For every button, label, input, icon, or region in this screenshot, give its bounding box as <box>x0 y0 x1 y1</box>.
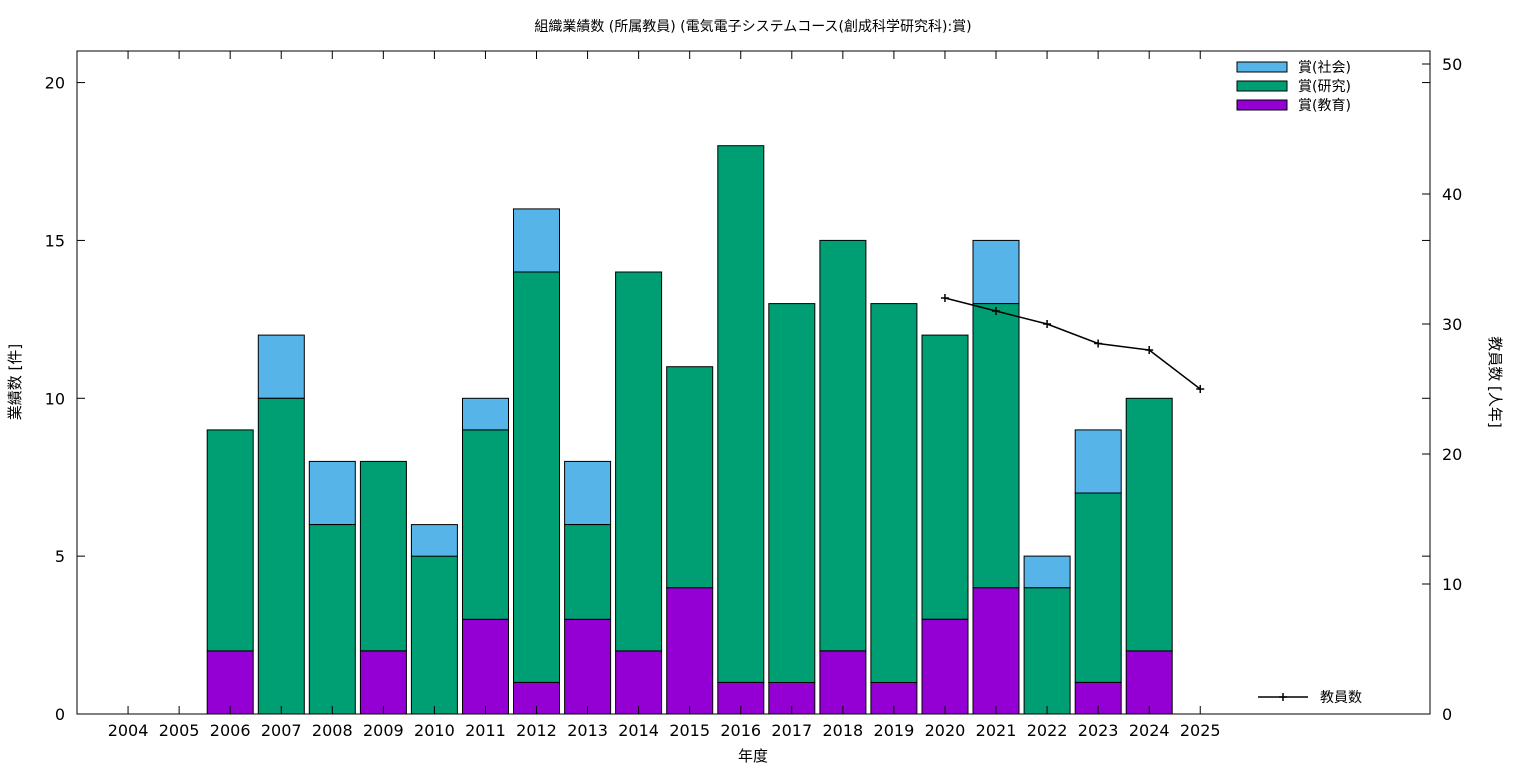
bar-2012-series-2 <box>513 208 560 273</box>
y2-tick-label: 10 <box>1442 575 1462 594</box>
bar-2006-series-0 <box>206 650 254 715</box>
y-tick-label: 0 <box>55 705 65 724</box>
bar-2008-series-1 <box>308 524 356 715</box>
line-legend-point <box>1279 693 1287 701</box>
x-tick-label: 2008 <box>312 721 353 740</box>
bar-2010-series-2 <box>410 524 458 557</box>
bar-2007-series-1 <box>257 397 305 715</box>
bar-2009-series-0 <box>359 650 407 715</box>
y2-tick-label: 20 <box>1442 445 1462 464</box>
y-tick-label: 5 <box>55 547 65 566</box>
line-legend-label: 教員数 <box>1320 690 1362 706</box>
line-legend: 教員数 <box>1258 690 1362 706</box>
x-tick-label: 2012 <box>516 721 557 740</box>
bar-2013-series-2 <box>564 460 612 525</box>
y2-tick-label: 0 <box>1442 705 1452 724</box>
bar-2014-series-0 <box>615 650 663 715</box>
bar-2013-series-0 <box>564 618 612 715</box>
bar-2006-series-1 <box>206 429 254 652</box>
x-tick-label: 2007 <box>261 721 302 740</box>
bar-2020-series-1 <box>921 334 969 620</box>
y2-axis: 0 10 20 30 40 50 <box>1422 55 1462 724</box>
line-point <box>1145 346 1154 354</box>
bar-2022-series-1 <box>1023 587 1071 715</box>
x-tick-label: 2016 <box>720 721 761 740</box>
y-tick-label: 10 <box>45 389 65 408</box>
bar-2021-series-0 <box>972 587 1020 715</box>
x-tick-label: 2018 <box>822 721 863 740</box>
bar-2011-series-0 <box>462 618 509 715</box>
bar-2015-series-0 <box>666 587 714 715</box>
bar-2017-series-1 <box>768 303 816 683</box>
bar-2009-series-1 <box>359 460 407 652</box>
x-tick-label: 2019 <box>874 721 915 740</box>
bar-2023-series-2 <box>1074 429 1122 494</box>
line-point <box>1094 339 1103 348</box>
bar-2016-series-1 <box>717 145 765 683</box>
x-tick-label: 2005 <box>159 721 200 740</box>
bar-2020-series-0 <box>921 618 969 715</box>
bar-2024-series-1 <box>1125 397 1173 652</box>
legend-label: 賞(教育) <box>1298 98 1351 114</box>
x-axis-label: 年度 <box>738 747 768 765</box>
y2-axis-label: 教員数 [人年] <box>1486 336 1504 427</box>
bar-2010-series-1 <box>410 555 458 715</box>
y-tick-label: 15 <box>45 231 65 250</box>
bar-2021-series-1 <box>972 303 1020 589</box>
bar-2021-series-2 <box>972 239 1020 304</box>
x-tick-label: 2020 <box>925 721 966 740</box>
y-axis-label: 業績数 [件] <box>6 344 24 420</box>
bar-2019-series-1 <box>870 303 918 683</box>
line-point <box>1196 385 1205 393</box>
x-tick-label: 2011 <box>465 721 506 740</box>
bar-2014-series-1 <box>615 271 663 652</box>
x-tick-label: 2004 <box>108 721 149 740</box>
x-tick-label: 2014 <box>618 721 659 740</box>
bar-2023-series-1 <box>1074 492 1122 683</box>
legend-label: 賞(社会) <box>1298 60 1351 76</box>
line-series-teachers <box>944 297 1201 390</box>
legend-swatch <box>1236 61 1288 73</box>
bar-2013-series-1 <box>564 524 612 620</box>
x-tick-label: 2025 <box>1180 721 1221 740</box>
chart-title: 組織業績数 (所属教員) (電気電子システムコース(創成科学研究科):賞) <box>534 19 971 35</box>
legend-label: 賞(研究) <box>1298 79 1351 95</box>
x-tick-label: 2017 <box>771 721 812 740</box>
x-tick-label: 2023 <box>1078 721 1119 740</box>
line-layer <box>940 294 1205 393</box>
plot-frame <box>76 50 1431 715</box>
x-tick-label: 2022 <box>1027 721 1068 740</box>
y2-tick-label: 40 <box>1442 185 1462 204</box>
x-tick-label: 2010 <box>414 721 455 740</box>
bars-layer <box>206 145 1173 715</box>
bar-2011-series-1 <box>462 429 509 620</box>
bar-2011-series-2 <box>462 397 509 431</box>
bar-2024-series-0 <box>1125 650 1173 715</box>
line-point <box>992 307 1001 315</box>
x-tick-label: 2015 <box>669 721 710 740</box>
bar-2015-series-1 <box>666 366 714 589</box>
legend-swatch <box>1236 80 1288 92</box>
x-tick-label: 2021 <box>976 721 1017 740</box>
legend-swatch <box>1236 99 1288 111</box>
x-tick-label: 2006 <box>210 721 251 740</box>
x-tick-label: 2009 <box>363 721 404 740</box>
y-tick-label: 20 <box>45 74 65 93</box>
bar-2018-series-1 <box>819 239 867 652</box>
x-tick-label: 2013 <box>567 721 608 740</box>
legend: 賞(社会) 賞(研究) 賞(教育) <box>1236 60 1351 114</box>
x-axis: 2004 2005 2006 2007 2008 2009 2010 2011 2012 2013… <box>108 51 1221 740</box>
bar-2008-series-2 <box>308 460 356 525</box>
y2-tick-label: 30 <box>1442 315 1462 334</box>
bar-2022-series-2 <box>1023 555 1071 589</box>
bar-2012-series-1 <box>513 271 560 683</box>
bar-2007-series-2 <box>257 334 305 399</box>
bar-2018-series-0 <box>819 650 867 715</box>
x-tick-label: 2024 <box>1129 721 1170 740</box>
line-point <box>1043 320 1052 328</box>
line-point <box>940 294 949 302</box>
y2-tick-label: 50 <box>1442 55 1462 74</box>
